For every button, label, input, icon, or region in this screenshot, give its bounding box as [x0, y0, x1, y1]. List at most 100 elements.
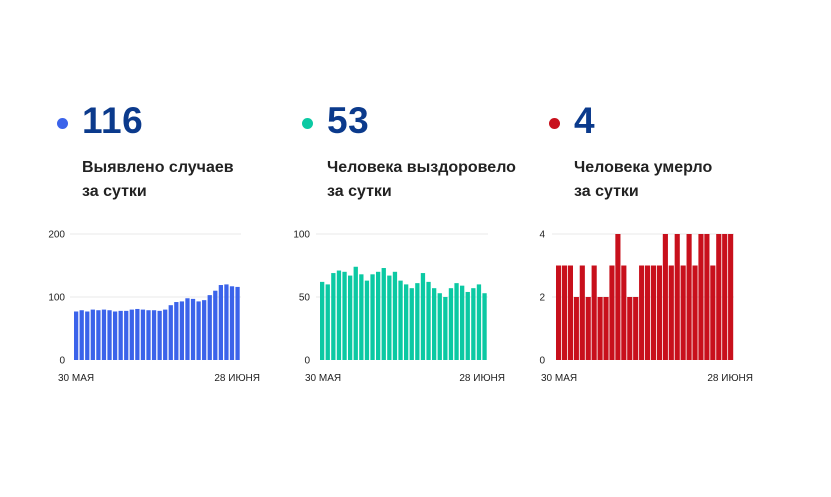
bar — [370, 274, 375, 360]
bar — [561, 265, 568, 360]
bar — [96, 310, 101, 360]
panel-recovered: 53 Человека выздоровело за сутки — [0, 0, 516, 497]
bar — [213, 290, 218, 360]
bar — [432, 288, 437, 360]
bar — [174, 302, 179, 360]
bar — [196, 301, 201, 360]
bar — [591, 265, 597, 360]
bar — [207, 295, 212, 360]
bar — [460, 285, 465, 360]
bar — [650, 265, 657, 360]
bar — [603, 297, 609, 360]
bar — [579, 265, 585, 360]
bar — [90, 309, 95, 360]
bar — [621, 265, 627, 360]
y-tick-label: 200 — [48, 230, 65, 241]
y-tick-label: 100 — [48, 293, 65, 304]
bar — [229, 286, 235, 360]
bar — [409, 288, 414, 360]
bar — [597, 297, 603, 360]
bar — [331, 273, 336, 360]
bar — [443, 297, 448, 360]
x-end-label: 28 ИЮНЯ — [707, 373, 753, 384]
y-tick-label: 50 — [299, 293, 311, 304]
bar — [129, 309, 134, 360]
deaths-label: Человека умерло за сутки — [574, 156, 794, 204]
y-tick-label: 100 — [293, 230, 310, 241]
bar — [364, 280, 370, 360]
bar — [398, 280, 403, 360]
recovered-label: Человека выздоровело за сутки — [327, 156, 547, 204]
recovered-label-line2: за сутки — [327, 183, 392, 200]
bar — [146, 310, 151, 360]
cases-dot-icon — [57, 118, 68, 129]
bar — [476, 284, 482, 360]
bar — [698, 234, 704, 360]
bar — [151, 310, 157, 360]
panel-deaths: 4 Человека умерло за сутки — [0, 0, 712, 497]
bar — [471, 288, 476, 360]
deaths-label-line1: Человека умерло — [574, 159, 713, 176]
bar — [190, 298, 196, 360]
recovered-value: 53 — [327, 100, 370, 141]
cases-value: 116 — [82, 100, 144, 141]
bar — [140, 309, 146, 360]
bar — [163, 309, 168, 360]
bar — [633, 297, 639, 360]
bar — [454, 283, 459, 360]
deaths-value: 4 — [574, 100, 596, 141]
bar — [437, 293, 442, 360]
bar — [135, 308, 140, 360]
bar — [656, 265, 662, 360]
bar — [482, 293, 487, 360]
bar — [415, 283, 420, 360]
bar — [118, 310, 123, 360]
cases-label-line1: Выявлено случаев — [82, 159, 234, 176]
bar — [639, 265, 645, 360]
bar — [662, 234, 668, 360]
bar — [567, 265, 573, 360]
bar — [218, 285, 223, 360]
bar — [680, 265, 686, 360]
y-tick-label: 2 — [539, 293, 545, 304]
bar — [426, 281, 431, 360]
x-start-label: 30 МАЯ — [305, 373, 341, 384]
x-start-label: 30 МАЯ — [58, 373, 94, 384]
recovered-dot-icon — [302, 118, 313, 129]
bar — [235, 286, 240, 360]
bar — [704, 234, 710, 360]
bar — [692, 265, 698, 360]
bar — [387, 275, 392, 360]
bar — [124, 310, 129, 360]
bar — [112, 311, 118, 360]
bar — [710, 265, 716, 360]
cases-label: Выявлено случаев за сутки — [82, 156, 302, 204]
bar — [716, 234, 722, 360]
bar — [179, 301, 185, 360]
bar — [465, 291, 470, 360]
cases-chart: 0 100 200 30 МАЯ 28 ИЮНЯ — [48, 230, 260, 385]
bar — [627, 297, 633, 360]
cases-label-line2: за сутки — [82, 183, 147, 200]
bar — [157, 310, 162, 360]
recovered-label-line1: Человека выздоровело — [327, 159, 516, 176]
bar — [74, 311, 79, 360]
bar — [686, 234, 692, 360]
bar — [556, 265, 562, 360]
bar — [392, 271, 398, 360]
bar — [348, 275, 353, 360]
bar — [609, 265, 615, 360]
bar — [448, 288, 454, 360]
bar — [674, 234, 680, 360]
bar — [185, 298, 190, 360]
bar — [342, 271, 347, 360]
bar — [359, 274, 364, 360]
bar — [224, 284, 229, 360]
bar — [79, 310, 84, 360]
bar — [336, 270, 342, 360]
bar — [376, 271, 381, 360]
bar — [107, 310, 112, 360]
deaths-dot-icon — [549, 118, 560, 129]
bar — [420, 273, 426, 360]
bar — [645, 265, 651, 360]
